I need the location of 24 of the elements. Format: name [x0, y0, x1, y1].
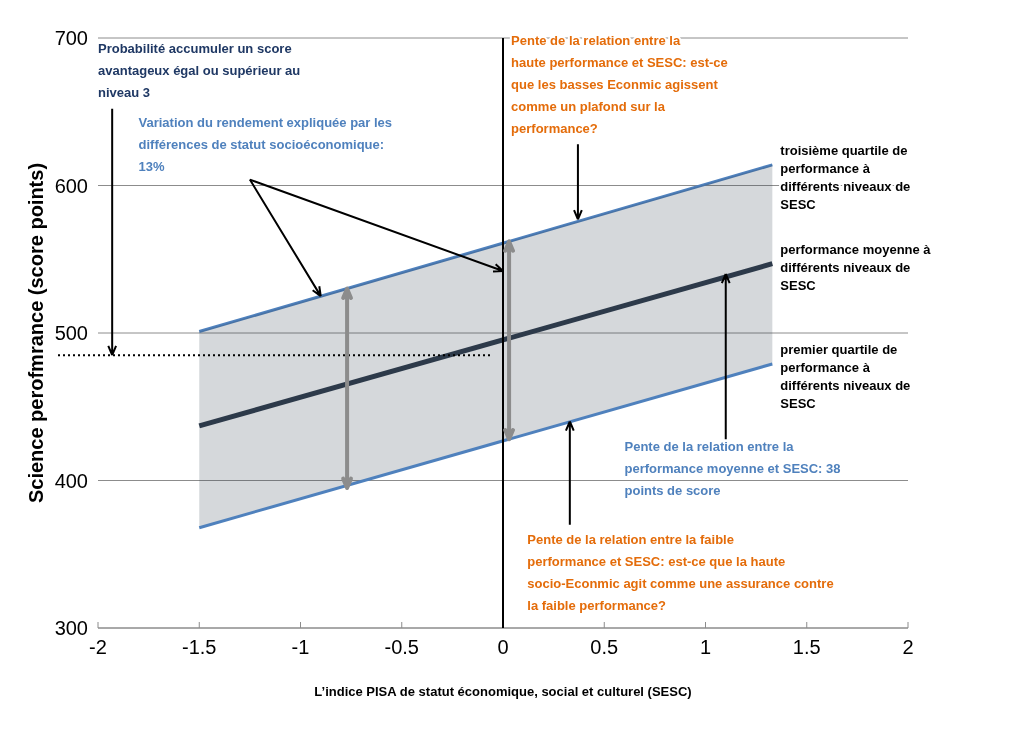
y-axis-title: Science perofmrance (score points) [25, 162, 47, 504]
y-tick-label: 400 [54, 469, 88, 492]
y-tick-label: 500 [54, 322, 88, 344]
x-tick-label: 2 [902, 636, 914, 658]
x-tick-label: -2 [89, 636, 107, 658]
series-label: troisième quartile de performance à différents niveaux de SESC [780, 142, 911, 212]
x-tick-label: -0.5 [384, 636, 419, 658]
annotation: Pente de la relation entre la haute performance et SESC: est-ce que les basses Econmic agissent comme un plafond sur la performance? [511, 33, 728, 137]
x-tick-label: 0 [497, 636, 509, 658]
series-label: premier quartile de performance à différents niveaux de SESC [780, 341, 911, 411]
y-tick-label: 700 [54, 27, 88, 49]
x-axis-title: L’indice PISA de statut économique, social et culturel (SESC) [314, 684, 692, 699]
y-tick-label: 600 [54, 174, 88, 197]
x-tick-label: -1.5 [182, 636, 217, 658]
annotation: Probabilité accumuler un score avantageux égal ou supérieur au niveau 3 [98, 40, 301, 100]
x-tick-label: -1 [291, 636, 310, 658]
annotation: Pente de la relation entre la faible performance et SESC: est-ce que la haute socio-Econmic agit comme une assurance contre la faible performance? [527, 531, 834, 613]
x-tick-label: 0.5 [590, 636, 619, 658]
x-tick-label: 1 [699, 636, 712, 658]
series-label: performance moyenne à différents niveaux de SESC [780, 241, 932, 293]
y-tick-label: 300 [54, 617, 88, 639]
annotation: Variation du rendement expliquée par les différences de statut socioéconomique: 13% [138, 114, 393, 174]
annotation: Pente de la relation entre la performance moyenne et SESC: 38 points de score [624, 439, 841, 498]
x-tick-label: 1.5 [792, 636, 821, 658]
